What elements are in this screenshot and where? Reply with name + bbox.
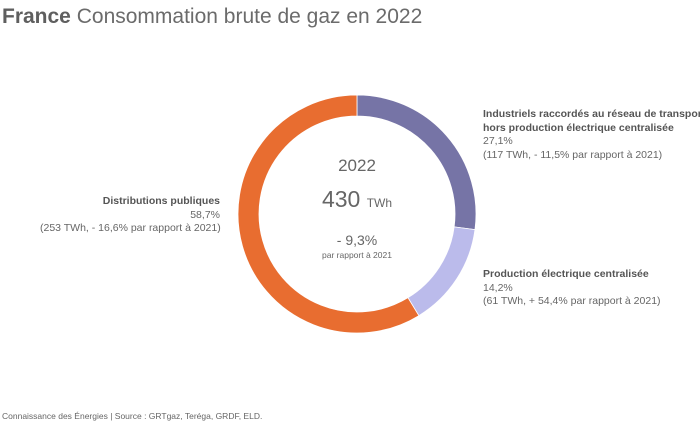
slice-label-production: Production électrique centralisée 14,2% … — [483, 268, 661, 309]
slice-label-industriels-percent: 27,1% — [483, 135, 513, 147]
slice-label-production-percent: 14,2% — [483, 281, 513, 294]
title-country: France — [2, 5, 71, 28]
center-change: - 9,3% — [336, 232, 378, 248]
center-total-unit: TWh — [366, 196, 393, 210]
slice-label-distributions-detail: (253 TWh, - 16,6% par rapport à 2021) — [40, 222, 221, 234]
slice-label-distributions-percent: 58,7% — [190, 208, 220, 221]
title-text: Consommation brute de gaz en 2022 — [76, 5, 423, 28]
center-total: 430 TWh — [297, 186, 417, 213]
slice-label-production-detail: (61 TWh, + 54,4% par rapport à 2021) — [483, 295, 661, 307]
slice-label-industriels: Industriels raccordés au réseau de trans… — [483, 108, 700, 162]
slice-label-distributions: Distributions publiques 58,7% (253 TWh, … — [40, 195, 221, 236]
source-footer: Connaissance des Énergies | Source : GRT… — [2, 411, 263, 421]
center-year: 2022 — [338, 156, 376, 175]
slice-label-production-name: Production électrique centralisée — [483, 268, 649, 280]
chart-title: France Consommation brute de gaz en 2022 — [2, 5, 422, 29]
slice-label-industriels-detail: (117 TWh, - 11,5% par rapport à 2021) — [483, 148, 663, 161]
center-total-value: 430 — [321, 186, 361, 212]
slice-production-electrique — [407, 226, 476, 317]
center-change-note: par rapport à 2021 — [322, 250, 392, 260]
slice-label-distributions-name: Distributions publiques — [102, 195, 220, 207]
slice-distributions-publiques — [237, 94, 420, 334]
slice-label-industriels-name-1: Industriels raccordés au réseau de trans… — [483, 108, 700, 120]
slice-label-industriels-name-2: hors production électrique centralisée — [483, 121, 674, 134]
